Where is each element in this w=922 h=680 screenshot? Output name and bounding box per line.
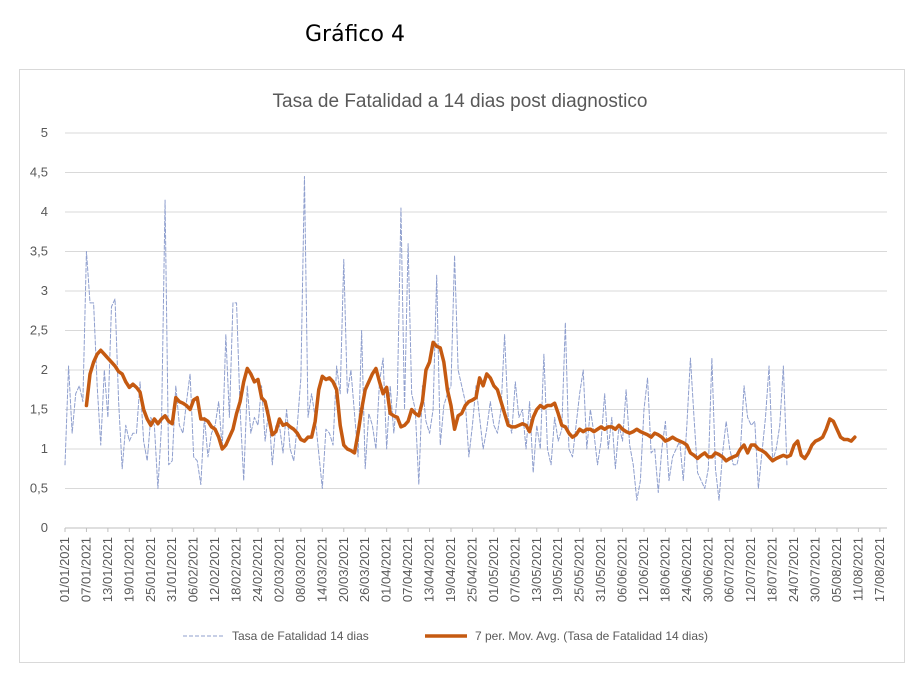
x-tick-label: 25/01/2021 (143, 537, 158, 602)
x-tick-label: 07/01/2021 (78, 537, 93, 602)
x-tick-label: 20/03/2021 (336, 537, 351, 602)
y-axis-tick-labels: 0 0,5 1 1,5 2 2,5 3 3,5 4 4,5 5 (30, 125, 48, 535)
x-tick-label: 12/07/2021 (743, 537, 758, 602)
legend-label-moving-average: 7 per. Mov. Avg. (Tasa de Fatalidad 14 d… (475, 629, 708, 643)
y-tick-label: 4 (41, 204, 48, 219)
x-tick-label: 01/05/2021 (486, 537, 501, 602)
x-tick-label: 14/03/2021 (314, 537, 329, 602)
x-tick-label: 25/05/2021 (572, 537, 587, 602)
y-tick-label: 2,5 (30, 323, 48, 338)
y-tick-label: 4,5 (30, 165, 48, 180)
x-tick-label: 07/04/2021 (400, 537, 415, 602)
x-tick-label: 31/05/2021 (593, 537, 608, 602)
x-tick-label: 12/06/2021 (636, 537, 651, 602)
x-tick-label: 13/01/2021 (100, 537, 115, 602)
x-tick-label: 19/01/2021 (121, 537, 136, 602)
x-tick-label: 06/06/2021 (615, 537, 630, 602)
x-tick-label: 18/07/2021 (765, 537, 780, 602)
x-tick-label: 08/03/2021 (293, 537, 308, 602)
x-tick-label: 31/01/2021 (164, 537, 179, 602)
series-layer (64, 175, 857, 501)
x-tick-label: 02/03/2021 (271, 537, 286, 602)
legend: Tasa de Fatalidad 14 dias 7 per. Mov. Avg… (183, 629, 708, 643)
y-tick-label: 0,5 (30, 481, 48, 496)
x-axis-tick-labels: 01/01/2021 07/01/2021 13/01/2021 19/01/2021… (57, 528, 887, 602)
x-tick-label: 25/04/2021 (464, 537, 479, 602)
x-tick-label: 17/08/2021 (872, 537, 887, 602)
x-tick-label: 18/06/2021 (657, 537, 672, 602)
x-tick-label: 30/07/2021 (808, 537, 823, 602)
x-tick-label: 19/05/2021 (550, 537, 565, 602)
x-tick-label: 26/03/2021 (357, 537, 372, 602)
x-tick-label: 30/06/2021 (700, 537, 715, 602)
x-tick-label: 01/01/2021 (57, 537, 72, 602)
x-tick-label: 24/06/2021 (679, 537, 694, 602)
x-tick-label: 06/07/2021 (722, 537, 737, 602)
y-tick-label: 5 (41, 125, 48, 140)
series-line-daily-rate (64, 175, 788, 501)
x-tick-label: 05/08/2021 (829, 537, 844, 602)
x-tick-label: 18/02/2021 (229, 537, 244, 602)
x-tick-label: 19/04/2021 (443, 537, 458, 602)
x-tick-label: 07/05/2021 (507, 537, 522, 602)
gridlines (65, 132, 887, 529)
x-tick-label: 06/02/2021 (186, 537, 201, 602)
x-tick-label: 13/05/2021 (529, 537, 544, 602)
page-title: Gráfico 4 (305, 22, 405, 47)
legend-label-daily-rate: Tasa de Fatalidad 14 dias (232, 629, 369, 643)
y-tick-label: 3 (41, 283, 48, 298)
y-tick-label: 3,5 (30, 244, 48, 259)
x-tick-label: 24/02/2021 (250, 537, 265, 602)
y-tick-label: 0 (41, 520, 48, 535)
y-tick-label: 1,5 (30, 402, 48, 417)
x-tick-label: 13/04/2021 (422, 537, 437, 602)
y-tick-label: 2 (41, 362, 48, 377)
series-line-moving-average (84, 340, 857, 463)
x-tick-label: 01/04/2021 (379, 537, 394, 602)
x-tick-label: 11/08/2021 (850, 537, 865, 601)
chart-frame (19, 69, 905, 663)
x-tick-label: 12/02/2021 (207, 537, 222, 602)
chart-title: Tasa de Fatalidad a 14 dias post diagnos… (273, 91, 648, 112)
y-tick-label: 1 (41, 441, 48, 456)
x-tick-label: 24/07/2021 (786, 537, 801, 602)
